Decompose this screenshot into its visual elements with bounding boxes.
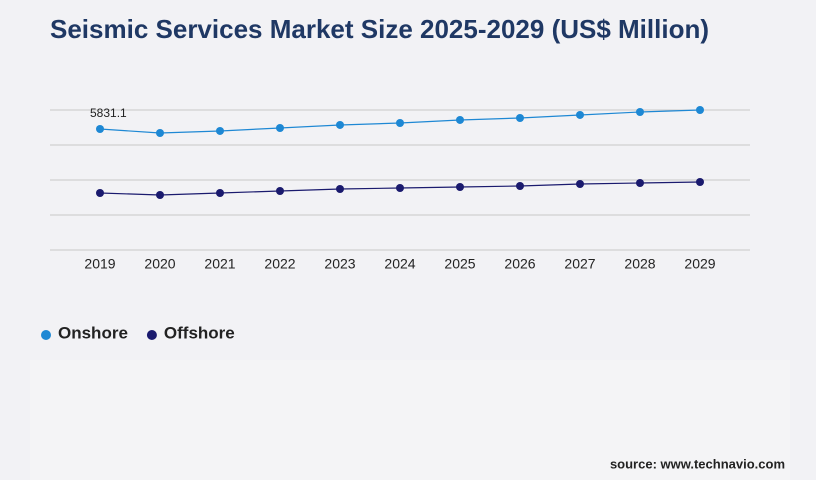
legend-marker xyxy=(146,330,157,340)
point xyxy=(216,188,224,197)
panel xyxy=(30,360,790,480)
x-tick-label: 2022 xyxy=(264,256,295,272)
point xyxy=(396,118,404,127)
point xyxy=(96,188,104,197)
data-label: 5831.1 xyxy=(90,106,127,120)
x-tick-label: 2023 xyxy=(324,256,355,272)
point xyxy=(516,113,524,122)
point xyxy=(336,120,344,129)
point xyxy=(96,124,104,133)
point xyxy=(156,128,164,137)
legend-label: Offshore xyxy=(164,323,235,342)
point xyxy=(456,182,464,191)
x-tick-label: 2025 xyxy=(444,256,475,272)
point xyxy=(696,177,704,186)
point xyxy=(276,123,284,132)
legend-marker xyxy=(41,330,51,340)
x-tick-label: 2020 xyxy=(144,256,175,272)
point xyxy=(216,126,224,135)
point xyxy=(696,106,704,114)
point xyxy=(636,178,644,187)
point xyxy=(456,115,464,124)
x-tick-label: 2029 xyxy=(684,256,715,272)
point xyxy=(576,179,584,188)
x-tick-label: 2028 xyxy=(624,256,655,272)
point xyxy=(396,183,404,192)
point xyxy=(576,110,584,119)
x-tick-label: 2021 xyxy=(204,256,235,272)
point xyxy=(636,107,644,116)
legend-label: Onshore xyxy=(58,323,128,342)
point xyxy=(336,184,344,193)
point xyxy=(516,181,524,190)
point xyxy=(276,186,284,195)
x-tick-label: 2019 xyxy=(84,256,115,272)
x-tick-label: 2024 xyxy=(384,256,415,272)
source: source: www.technavio.com xyxy=(610,456,785,471)
x-tick-label: 2027 xyxy=(564,256,595,272)
chart-title: Seismic Services Market Size 2025-2029 (… xyxy=(50,14,709,44)
x-tick-label: 2026 xyxy=(504,256,535,272)
point xyxy=(156,191,164,200)
